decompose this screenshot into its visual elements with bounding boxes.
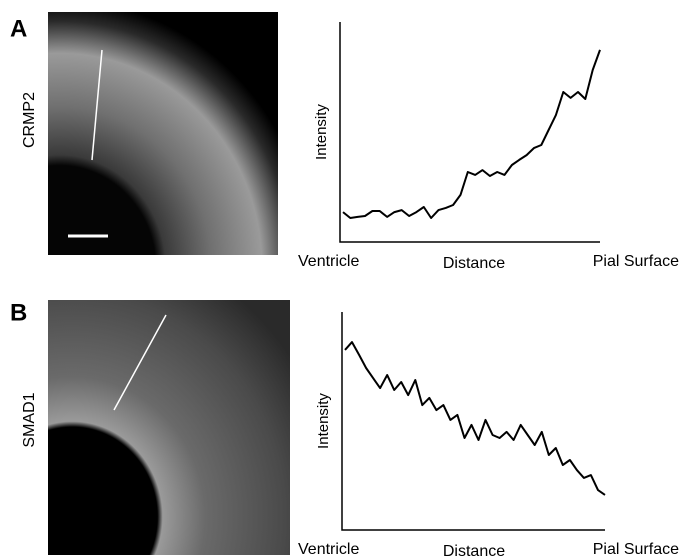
micrograph <box>48 12 278 255</box>
profile-curve <box>344 341 606 496</box>
panel-label: B <box>10 299 27 326</box>
profile-line <box>91 49 103 161</box>
x-axis-label: Distance <box>443 543 505 560</box>
x-axis-end-label: Pial Surface <box>593 253 679 270</box>
x-axis-label: Distance <box>443 255 505 272</box>
image-label: SMAD1 <box>21 392 38 447</box>
axis <box>341 312 605 531</box>
profile-line <box>113 314 167 411</box>
x-axis-start-label: Ventricle <box>298 253 359 270</box>
y-axis-label: Intensity <box>315 393 332 449</box>
micrograph <box>48 300 290 555</box>
x-axis-start-label: Ventricle <box>298 541 359 558</box>
axis <box>339 22 600 243</box>
y-axis-label: Intensity <box>313 104 330 160</box>
image-label: CRMP2 <box>21 92 38 148</box>
panel-label: A <box>10 15 27 42</box>
profile-curve <box>342 49 601 219</box>
x-axis-end-label: Pial Surface <box>593 541 679 558</box>
